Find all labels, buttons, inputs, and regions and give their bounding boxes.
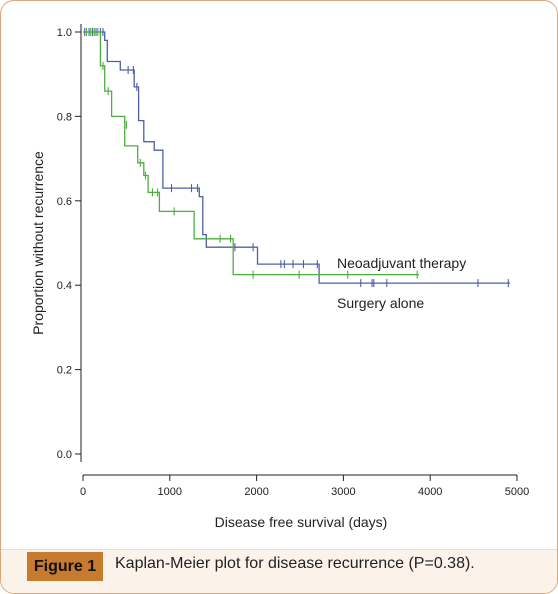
y-tick-label: 0.0 (57, 449, 72, 461)
annotation-neoadjuvant-therapy: Neoadjuvant therapy (337, 255, 466, 271)
x-tick-label: 5000 (505, 486, 529, 498)
figure-label: Figure 1 (27, 552, 103, 581)
km-chart: 0.0 0.2 0.4 0.6 0.8 1.0 0 1000 2000 3000 4000 5000… (30, 24, 529, 530)
y-tick-label: 0.2 (57, 365, 72, 377)
y-tick-label: 0.4 (57, 280, 72, 292)
figure-caption: Kaplan-Meier plot for disease recurrence… (115, 555, 475, 572)
annotation-surgery-alone: Surgery alone (337, 295, 424, 311)
y-ticks: 0.0 0.2 0.4 0.6 0.8 1.0 (57, 27, 81, 461)
y-tick-label: 0.8 (57, 111, 72, 123)
y-tick-label: 0.6 (57, 196, 72, 208)
x-tick-label: 0 (80, 486, 86, 498)
chart-axes (80, 24, 517, 476)
x-tick-label: 3000 (331, 486, 355, 498)
y-tick-label: 1.0 (57, 27, 72, 39)
y-axis-label: Proportion without recurrence (30, 151, 46, 335)
series-line-neoadjuvant-therapy (83, 31, 511, 284)
x-tick-label: 1000 (158, 486, 182, 498)
x-axis-label: Disease free survival (days) (215, 514, 388, 530)
x-tick-label: 4000 (418, 486, 442, 498)
x-ticks: 0 1000 2000 3000 4000 5000 (80, 475, 529, 498)
series-layer (83, 28, 511, 288)
x-tick-label: 2000 (244, 486, 268, 498)
